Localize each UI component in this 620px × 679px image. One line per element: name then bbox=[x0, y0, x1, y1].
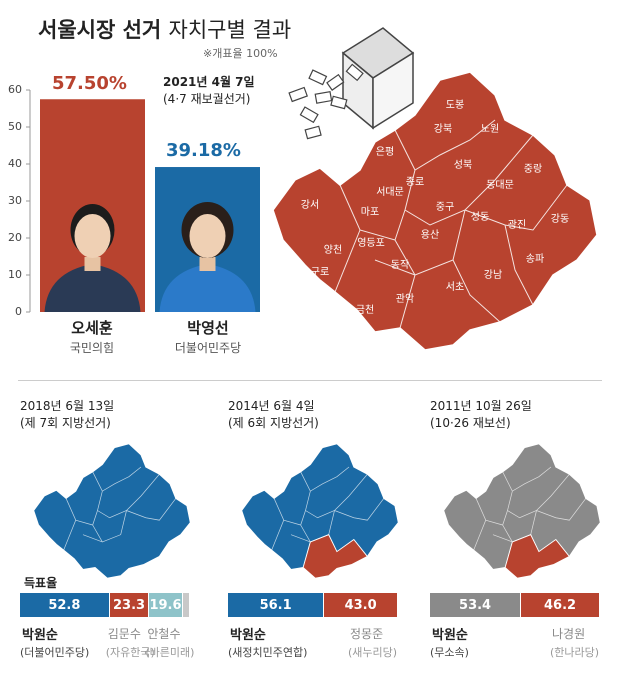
district-label: 종로 bbox=[406, 176, 424, 188]
y-tick-label: 0 bbox=[15, 305, 22, 318]
main-election-date: 2021년 4월 7일 (4·7 재보궐선거) bbox=[163, 74, 255, 108]
vote-share-segment: 52.8 bbox=[20, 593, 110, 617]
winner-party: (새정치민주연합) bbox=[228, 646, 308, 659]
winner-name: 박원순 bbox=[230, 628, 266, 643]
section-divider bbox=[18, 380, 602, 381]
past-election-date-2: 2011년 10월 26일 (10·26 재보선) bbox=[430, 399, 532, 430]
district-label: 동대문 bbox=[486, 179, 514, 191]
vote-share-bar-2: 53.4 46.2 bbox=[430, 593, 600, 617]
chart-title: 서울시장 선거 자치구별 결과 bbox=[38, 14, 291, 44]
district-label: 서대문 bbox=[376, 186, 404, 198]
past-district-map-0 bbox=[33, 443, 191, 579]
other-candidate-party: (바른미래) bbox=[145, 646, 195, 659]
winner-name: 박원순 bbox=[432, 628, 468, 643]
vote-share-segment: 46.2 bbox=[521, 593, 600, 617]
past-election-date-1: 2014년 6월 4일 (제 6회 지방선거) bbox=[228, 399, 319, 430]
district-label: 구로 bbox=[311, 267, 329, 278]
y-tick-label: 40 bbox=[8, 157, 22, 170]
title-main: 서울시장 선거 bbox=[38, 18, 162, 42]
main-type: (4·7 재보궐선거) bbox=[163, 92, 251, 106]
district-label: 강동 bbox=[551, 213, 569, 225]
candidate-photo-0 bbox=[44, 204, 141, 312]
y-tick-label: 20 bbox=[8, 231, 22, 244]
candidate-name-oh: 오세훈 bbox=[71, 319, 113, 337]
vote-share-segment bbox=[182, 593, 190, 617]
district-label: 광진 bbox=[508, 219, 526, 231]
other-candidate-party: (자유한국) bbox=[105, 646, 155, 659]
y-tick-label: 50 bbox=[8, 120, 22, 133]
other-candidate-name: 안철수 bbox=[147, 627, 181, 641]
district-label: 영등포 bbox=[357, 237, 385, 249]
vote-share-bar-1: 56.1 43.0 bbox=[228, 593, 398, 617]
past-election-date-0: 2018년 6월 13일 (제 7회 지방선거) bbox=[20, 399, 115, 430]
district-label: 용산 bbox=[421, 229, 439, 241]
past-district-map-1 bbox=[241, 443, 399, 579]
main-bar-chart bbox=[26, 89, 260, 313]
vote-share-bar-0: 52.8 23.3 19.6 bbox=[20, 593, 190, 617]
count-note: ※개표율 100% bbox=[203, 47, 278, 60]
district-label: 동작 bbox=[391, 259, 409, 271]
title-sub: 자치구별 결과 bbox=[168, 18, 292, 42]
district-label: 마포 bbox=[361, 206, 379, 218]
vote-share-segment: 23.3 bbox=[109, 593, 150, 617]
district-label: 강북 bbox=[434, 123, 452, 135]
district-label: 노원 bbox=[481, 123, 499, 135]
other-candidate-name: 김문수 bbox=[107, 627, 141, 641]
pct-label-park: 39.18% bbox=[166, 140, 241, 161]
winner-name: 박원순 bbox=[22, 628, 58, 643]
y-tick-label: 60 bbox=[8, 83, 22, 96]
district-label: 양천 bbox=[324, 244, 342, 256]
district-label: 강남 bbox=[484, 269, 502, 281]
vote-share-segment: 56.1 bbox=[228, 593, 325, 617]
vote-share-segment: 53.4 bbox=[430, 593, 522, 617]
bars bbox=[40, 99, 260, 312]
winner-party: (더불어민주당) bbox=[20, 646, 90, 659]
vote-share-segment: 43.0 bbox=[324, 593, 398, 617]
district-label: 중구 bbox=[436, 201, 454, 213]
district-label: 금천 bbox=[356, 304, 374, 316]
y-tick-label: 10 bbox=[8, 268, 22, 281]
district-label: 관악 bbox=[396, 293, 414, 305]
other-candidate-name: 정몽준 bbox=[350, 627, 384, 641]
pct-label-oh: 57.50% bbox=[52, 73, 127, 94]
past-district-map-2 bbox=[443, 443, 601, 579]
other-candidate-name: 나경원 bbox=[552, 627, 586, 641]
district-label: 서초 bbox=[446, 281, 464, 293]
winner-party: (무소속) bbox=[430, 646, 469, 659]
district-label: 성동 bbox=[471, 211, 489, 223]
candidate-photo-1 bbox=[159, 202, 256, 312]
vote-share-label: 득표율 bbox=[24, 576, 58, 590]
ballot-box-icon bbox=[288, 27, 415, 140]
main-date: 2021년 4월 7일 bbox=[163, 75, 255, 89]
other-candidate-party: (한나라당) bbox=[550, 646, 600, 659]
district-label: 강서 bbox=[301, 199, 319, 211]
y-tick-label: 30 bbox=[8, 194, 22, 207]
district-label: 은평 bbox=[376, 146, 394, 158]
district-label: 성북 bbox=[454, 159, 472, 171]
vote-share-segment: 19.6 bbox=[149, 593, 183, 617]
district-label: 도봉 bbox=[446, 99, 464, 111]
y-axis bbox=[26, 89, 31, 313]
candidate-party-park: 더불어민주당 bbox=[174, 341, 242, 355]
other-candidate-party: (새누리당) bbox=[348, 646, 398, 659]
candidate-party-oh: 국민의힘 bbox=[69, 341, 115, 355]
district-label: 중랑 bbox=[524, 163, 542, 175]
district-label: 송파 bbox=[526, 253, 544, 265]
candidate-name-park: 박영선 bbox=[187, 319, 229, 337]
